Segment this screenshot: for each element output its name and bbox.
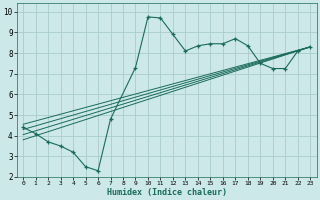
- X-axis label: Humidex (Indice chaleur): Humidex (Indice chaleur): [107, 188, 227, 197]
